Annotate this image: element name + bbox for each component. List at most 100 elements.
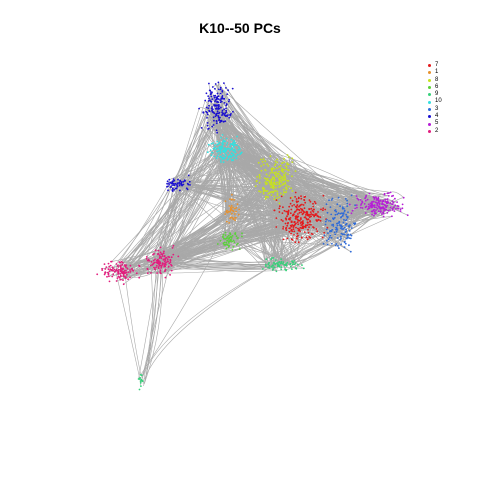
graph-node: [101, 269, 104, 271]
graph-node: [342, 212, 344, 215]
graph-node: [288, 227, 291, 230]
graph-edge: [178, 108, 217, 185]
graph-node: [372, 204, 375, 207]
graph-node: [282, 220, 284, 222]
graph-node: [334, 213, 337, 216]
graph-node: [279, 192, 282, 195]
graph-node: [215, 122, 218, 125]
graph-node: [217, 115, 220, 117]
graph-node: [335, 243, 338, 245]
legend-swatch: [428, 64, 431, 68]
legend-label: 5: [435, 120, 439, 127]
graph-node: [305, 217, 308, 220]
legend-swatch: [428, 78, 431, 82]
graph-node: [213, 112, 216, 115]
graph-edge: [211, 126, 220, 144]
legend-item: 8: [428, 77, 442, 84]
graph-node: [275, 186, 278, 189]
graph-node: [260, 158, 262, 161]
graph-node: [285, 263, 287, 266]
graph-node: [297, 213, 299, 215]
graph-node: [276, 158, 278, 161]
graph-node: [375, 197, 378, 200]
graph-node: [229, 154, 231, 157]
graph-node: [313, 200, 316, 203]
graph-node: [281, 170, 283, 173]
graph-node: [290, 208, 293, 211]
graph-node: [365, 205, 368, 208]
graph-edge: [108, 194, 233, 277]
graph-node: [211, 125, 214, 128]
graph-node: [280, 177, 282, 180]
graph-node: [372, 200, 375, 203]
graph-node: [339, 205, 341, 208]
graph-node: [215, 107, 218, 109]
graph-node: [216, 243, 219, 245]
graph-node: [274, 263, 277, 266]
graph-node: [230, 143, 233, 146]
graph-node: [340, 224, 342, 227]
graph-node: [227, 156, 230, 159]
graph-node: [115, 268, 118, 271]
graph-node: [219, 88, 222, 91]
graph-node: [232, 153, 235, 156]
graph-edge: [120, 175, 189, 275]
graph-node: [270, 179, 273, 182]
graph-node: [123, 272, 125, 275]
graph-node: [304, 201, 307, 204]
graph-node: [337, 196, 340, 199]
graph-node: [273, 179, 276, 182]
graph-node: [275, 217, 278, 220]
graph-node: [205, 110, 208, 113]
legend-item: 3: [428, 106, 442, 113]
graph-node: [283, 161, 286, 164]
graph-node: [382, 212, 385, 215]
graph-node: [225, 87, 227, 89]
graph-node: [303, 225, 306, 228]
graph-node: [406, 214, 409, 217]
graph-node: [286, 162, 288, 165]
graph-node: [366, 208, 369, 211]
graph-edge: [340, 212, 366, 245]
graph-node: [205, 92, 208, 95]
graph-node: [235, 210, 238, 213]
graph-node: [219, 92, 222, 95]
graph-node: [291, 157, 294, 160]
graph-node: [344, 242, 347, 245]
graph-edge: [222, 155, 226, 239]
graph-node: [235, 206, 238, 209]
graph-node: [230, 204, 233, 207]
graph-node: [166, 258, 169, 261]
graph-node: [279, 205, 281, 208]
graph-edge: [144, 261, 280, 380]
graph-node: [303, 196, 306, 199]
graph-node: [170, 269, 173, 272]
graph-node: [117, 271, 119, 274]
graph-node: [228, 222, 231, 224]
graph-node: [118, 276, 121, 279]
graph-node: [268, 180, 271, 183]
graph-node: [332, 223, 335, 226]
graph-node: [275, 199, 278, 202]
graph-node: [376, 204, 379, 207]
graph-node: [321, 236, 324, 239]
graph-node: [308, 199, 311, 202]
graph-node: [290, 228, 293, 231]
graph-node: [273, 171, 276, 174]
graph-node: [275, 270, 278, 273]
graph-node: [163, 255, 166, 257]
graph-node: [187, 174, 190, 177]
graph-node: [167, 265, 170, 268]
graph-node: [234, 141, 236, 144]
graph-node: [219, 155, 222, 158]
graph-node: [220, 106, 222, 109]
graph-node: [154, 268, 157, 271]
graph-node: [287, 213, 289, 216]
graph-node: [282, 238, 285, 241]
graph-node: [276, 197, 278, 200]
graph-node: [216, 110, 219, 113]
graph-node: [238, 248, 241, 251]
graph-node: [382, 211, 385, 213]
graph-node: [112, 273, 115, 276]
graph-node: [282, 262, 284, 265]
